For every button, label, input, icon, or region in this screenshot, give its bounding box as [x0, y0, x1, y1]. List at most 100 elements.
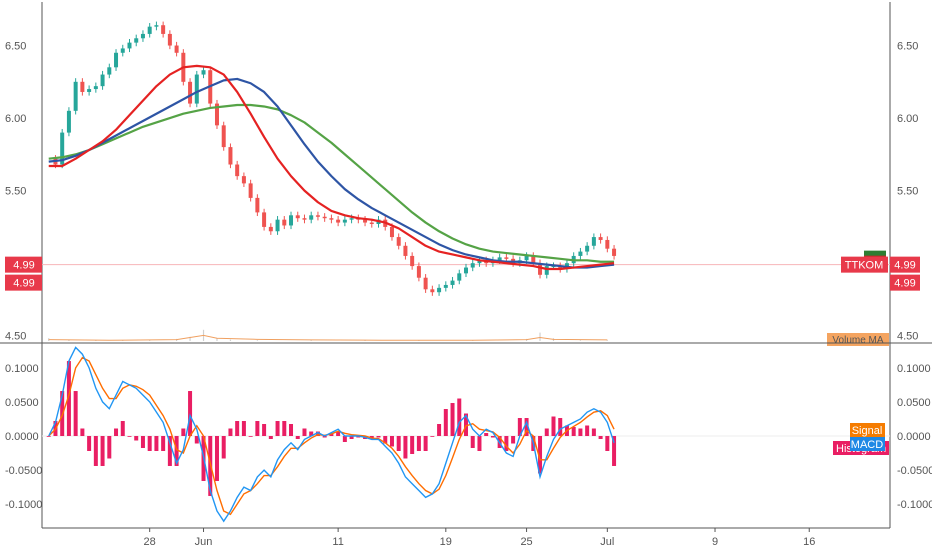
candle-body — [66, 110, 71, 133]
histogram-bar — [188, 391, 193, 436]
volume-bar — [606, 340, 608, 341]
candle-body — [504, 257, 509, 259]
candle-body — [612, 248, 617, 256]
histogram-bar — [342, 436, 347, 442]
candle-body — [544, 266, 549, 275]
price-y-tick-right: 6.00 — [897, 113, 918, 125]
candle-body — [336, 219, 341, 223]
volume-ma-badge-text: Volume MA — [832, 335, 883, 346]
histogram-bar — [430, 436, 435, 437]
candle-body — [93, 86, 98, 90]
histogram-bar — [464, 413, 468, 436]
candle-body — [80, 81, 85, 92]
volume-bar — [539, 332, 541, 341]
macd-y-tick-right: -0.0500 — [897, 465, 932, 477]
histogram-bar — [46, 436, 51, 437]
histogram-bar — [315, 431, 320, 436]
x-tick-label: Jun — [195, 536, 213, 548]
histogram-bar — [423, 436, 428, 451]
histogram-bar — [93, 436, 98, 466]
histogram-bar — [585, 425, 590, 436]
price-badge-right-2 — [890, 274, 920, 291]
histogram-bar — [289, 424, 294, 436]
candle-body — [221, 125, 226, 148]
candle-body — [161, 25, 166, 34]
histogram-bar — [571, 427, 576, 436]
candle-body — [585, 245, 590, 252]
histogram-bar — [73, 391, 78, 436]
histogram-bar — [268, 436, 273, 439]
histogram-bar — [147, 436, 152, 451]
candle-body — [255, 197, 260, 213]
histogram-bar — [214, 436, 219, 481]
histogram-bar — [194, 436, 199, 444]
histogram-bar — [504, 436, 509, 451]
macd-y-tick-left: 0.1000 — [5, 363, 39, 375]
symbol-badge-text: TTKOM — [845, 260, 884, 272]
histogram-bar — [538, 436, 543, 474]
candle-body — [100, 74, 105, 87]
candle-body — [477, 260, 482, 264]
price-y-tick-left: 6.00 — [5, 113, 26, 125]
histogram-bar — [114, 428, 119, 436]
histogram-bar — [578, 428, 583, 436]
histogram-bar — [100, 436, 105, 466]
candle-body — [262, 212, 267, 227]
x-axis: 28 Jun 11 19 25 Jul 9 16 — [42, 527, 890, 548]
macd-y-tick-right: 0.1000 — [897, 363, 931, 375]
candle-body — [558, 266, 563, 269]
histogram-bar — [107, 436, 112, 459]
price-panel[interactable]: 6.50 6.50 6.00 6.00 5.50 5.50 4.50 4.50 4.99 4.99… — [5, 2, 920, 528]
candle-body — [416, 266, 421, 278]
candle-body — [188, 81, 193, 104]
candle-body — [241, 176, 246, 184]
histogram-bar — [228, 428, 233, 436]
candle-body — [167, 33, 172, 46]
histogram-bar — [80, 428, 85, 436]
histogram-bar — [410, 436, 415, 454]
candle-body — [140, 33, 145, 39]
histogram-bar — [605, 436, 610, 451]
histogram-bar — [484, 433, 489, 436]
candle-body — [127, 42, 132, 49]
histogram-bar — [167, 436, 172, 466]
price-badge-right-text: 4.99 — [894, 260, 915, 272]
volume-ma-line — [48, 334, 608, 341]
macd-line — [48, 346, 615, 523]
macd-y-tick-left: -0.0500 — [5, 465, 42, 477]
candle-body — [154, 25, 159, 27]
price-y-tick-right: 5.50 — [897, 186, 918, 198]
ma-slow-line — [48, 103, 615, 263]
x-tick-label: 11 — [332, 536, 343, 548]
price-badge-left-text: 4.99 — [13, 260, 34, 272]
signal-badge — [850, 423, 885, 437]
x-tick-label: 9 — [712, 536, 718, 548]
histogram-bar — [241, 421, 246, 436]
x-tick-label: 16 — [803, 536, 815, 548]
macd-badge — [850, 437, 885, 451]
symbol-flag-green — [864, 250, 886, 257]
candle-body — [268, 226, 273, 232]
candle-body — [363, 219, 368, 223]
candle-body — [60, 132, 65, 165]
candle-body — [437, 287, 442, 293]
candle-body — [551, 266, 556, 268]
macd-y-tick-left: 0.0500 — [5, 397, 39, 409]
candle-body — [302, 218, 307, 220]
candle-body — [322, 216, 327, 219]
candle-body — [464, 267, 468, 274]
volume-bar — [189, 336, 191, 341]
macd-panel[interactable]: 0.1000 0.1000 0.0500 0.0500 0.0000 0.0000 -0.0… — [5, 346, 932, 523]
price-y-tick-right: 4.50 — [897, 331, 918, 343]
volume-bar — [579, 340, 582, 341]
volume-bar — [95, 340, 97, 341]
candle-body — [450, 280, 455, 285]
price-y-tick-left: 4.50 — [5, 331, 26, 343]
histogram-bar — [282, 421, 287, 436]
candle-body — [531, 255, 536, 264]
macd-y-tick-right: 0.0000 — [897, 431, 931, 443]
macd-badge-text: MACD — [851, 439, 883, 451]
candle-body — [107, 67, 112, 75]
volume-bar — [229, 339, 232, 341]
histogram-bar — [524, 418, 529, 436]
